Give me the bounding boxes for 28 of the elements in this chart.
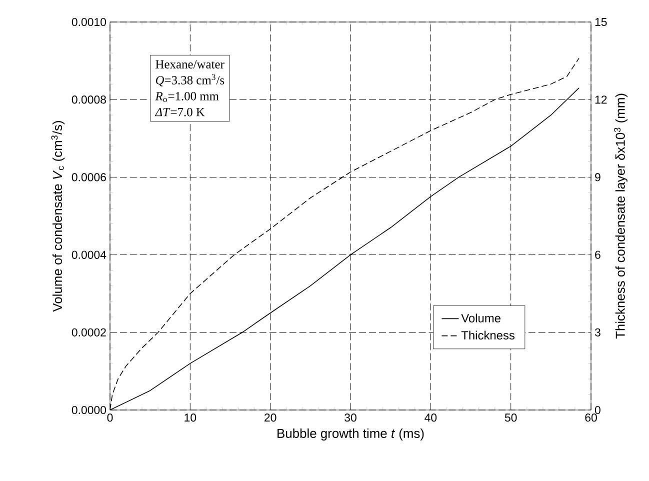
annotation: ΔT=7.0 K xyxy=(154,108,205,116)
x-tick-label: 20 xyxy=(264,414,276,422)
y2-tick-label: 0 xyxy=(594,406,600,414)
x-tick-label: 30 xyxy=(344,414,356,422)
y-tick-label: 0.0002 xyxy=(72,328,106,336)
y2-axis-title: Thickness of condensate layer δx10$^{3}$ (mm) xyxy=(614,94,628,339)
legend-label: Thickness xyxy=(461,330,515,340)
annotation: Q=3.38 cm$^{3}$/s xyxy=(156,74,224,86)
legend-label: Volume xyxy=(461,314,500,322)
y-tick-label: 0.0010 xyxy=(72,18,106,26)
y-tick-label: 0.0000 xyxy=(72,406,106,414)
x-tick-label: 10 xyxy=(184,414,196,422)
x-tick-label: 40 xyxy=(424,414,437,422)
y-tick-label: 0.0008 xyxy=(72,96,106,104)
y-tick-label: 0.0004 xyxy=(72,250,106,259)
x-tick-label: 0 xyxy=(107,414,113,422)
y2-tick-label: 9 xyxy=(595,173,600,182)
annotation: Hexane/water xyxy=(156,60,224,68)
y2-tick-label: 15 xyxy=(595,18,607,26)
y2-tick-label: 6 xyxy=(595,250,600,259)
y2-tick-label: 3 xyxy=(594,328,600,336)
y-tick-label: 0.0006 xyxy=(72,173,106,182)
y2-tick-label: 12 xyxy=(595,96,607,104)
x-tick-label: 60 xyxy=(585,414,597,422)
x-tick-label: 50 xyxy=(504,414,517,422)
annotation: R$_{o}$=1.00 mm xyxy=(155,92,219,102)
x-axis-title: Bubble growth time t (ms) xyxy=(278,428,424,441)
y-axis-title: Volume of condensate V$_{c}$ (cm$^{3}$/s) xyxy=(51,121,65,312)
